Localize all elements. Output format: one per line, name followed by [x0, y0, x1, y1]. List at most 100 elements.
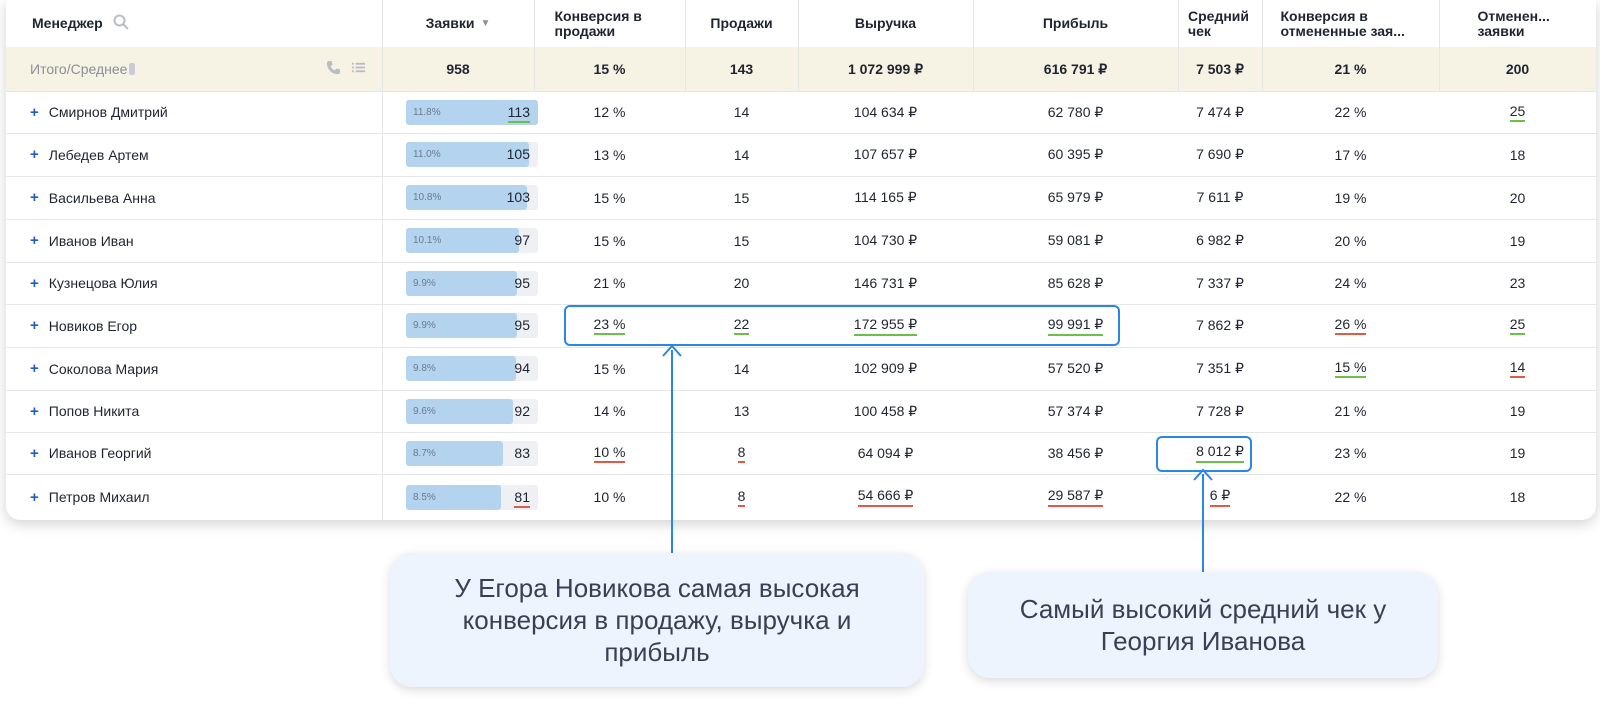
expand-plus-icon[interactable]: + — [30, 274, 39, 292]
phone-icon[interactable] — [326, 60, 341, 78]
expand-plus-icon[interactable]: + — [30, 402, 39, 420]
manager-name[interactable]: Васильева Анна — [48, 189, 156, 206]
profit-value: 59 081 ₽ — [1047, 232, 1104, 248]
conv-sales-cell: 13 % — [534, 133, 685, 176]
column-divider — [973, 0, 974, 91]
profit-cell: 65 979 ₽ — [973, 176, 1178, 219]
col-revenue-header[interactable]: Выручка — [798, 0, 973, 47]
totals-conv-sales: 15 % — [593, 61, 626, 77]
expand-plus-icon[interactable]: + — [30, 232, 39, 249]
col-conv-sales-header[interactable]: Конверсия в продажи — [534, 0, 685, 47]
requests-bar-fill — [406, 485, 501, 510]
sort-desc-icon[interactable]: ▼ — [480, 18, 491, 29]
callout-novikov: У Егора Новикова самая высокая конверсия… — [390, 553, 924, 687]
table-row[interactable]: + Васильева Анна 10.8% 103 15 % 15 114 165 ₽ 65… — [6, 176, 1596, 220]
manager-name[interactable]: Попов Никита — [48, 403, 140, 419]
scroll-handle[interactable] — [129, 63, 136, 75]
list-icon[interactable] — [351, 60, 366, 78]
expand-plus-icon[interactable]: + — [30, 488, 39, 506]
manager-cell: + Васильева Анна — [6, 176, 382, 219]
col-cancelled-header[interactable]: Отменен... заявки — [1439, 0, 1596, 47]
conv-sales-cell: 12 % — [534, 91, 685, 133]
conv-cancel-cell: 22 % — [1262, 91, 1439, 133]
requests-bar[interactable]: 11.8% 113 — [406, 100, 538, 125]
profit-cell: 85 628 ₽ — [973, 262, 1178, 304]
avg-check-value: 7 337 ₽ — [1196, 274, 1244, 291]
requests-share: 10.8% — [413, 192, 442, 203]
search-icon[interactable] — [113, 14, 129, 33]
requests-bar-fill — [406, 313, 517, 338]
expand-plus-icon[interactable]: + — [30, 360, 39, 377]
conv-cancel-value: 20 % — [1334, 232, 1367, 249]
manager-name[interactable]: Новиков Егор — [48, 317, 138, 334]
table-row[interactable]: + Петров Михаил 8.5% 81 10 % 8 54 666 ₽ 29 587 … — [6, 474, 1596, 520]
table-row[interactable]: + Иванов Георгий 8.7% 83 10 % 8 64 094 ₽ 38 456… — [6, 432, 1596, 475]
manager-name[interactable]: Лебедев Артем — [48, 146, 149, 163]
sales-cell: 14 — [685, 347, 798, 390]
manager-name[interactable]: Иванов Георгий — [48, 445, 152, 461]
col-requests-header[interactable]: Заявки ▼ — [382, 0, 534, 47]
col-avg-check-header[interactable]: Средний чек — [1178, 0, 1262, 47]
cancelled-value: 14 — [1509, 359, 1526, 378]
avg-check-cell: 8 012 ₽ — [1178, 432, 1262, 474]
requests-bar[interactable]: 9.9% 95 — [406, 271, 538, 296]
col-conv-cancel-header[interactable]: Конверсия в отмененные зая... — [1262, 0, 1439, 47]
cancelled-value: 18 — [1509, 489, 1526, 505]
manager-name[interactable]: Соколова Мария — [48, 360, 159, 377]
manager-name[interactable]: Кузнецова Юлия — [48, 275, 158, 291]
table-row[interactable]: + Соколова Мария 9.8% 94 15 % 14 102 909 ₽ 57 5… — [6, 347, 1596, 391]
manager-cell: + Петров Михаил — [6, 474, 382, 520]
table-row[interactable]: + Смирнов Дмитрий 11.8% 113 12 % 14 104 634 ₽ 6… — [6, 91, 1596, 134]
requests-bar[interactable]: 8.5% 81 — [406, 485, 538, 510]
revenue-cell: 172 955 ₽ — [798, 304, 973, 347]
table-row[interactable]: + Лебедев Артем 11.0% 105 13 % 14 107 657 ₽ 60 … — [6, 133, 1596, 177]
manager-name[interactable]: Смирнов Дмитрий — [48, 104, 168, 120]
cancelled-cell: 19 — [1439, 219, 1596, 262]
arrowhead-right-icon — [1193, 468, 1213, 481]
col-revenue-label: Выручка — [854, 15, 917, 31]
sales-value: 14 — [733, 360, 750, 377]
requests-bar[interactable]: 8.7% 83 — [406, 441, 538, 466]
col-manager-header[interactable]: Менеджер — [6, 0, 382, 47]
conv-sales-cell: 21 % — [534, 262, 685, 304]
conv-cancel-value: 21 % — [1334, 403, 1367, 419]
conv-sales-value: 15 % — [593, 232, 626, 249]
manager-name[interactable]: Иванов Иван — [48, 232, 134, 249]
conv-sales-value: 21 % — [593, 275, 626, 291]
profit-cell: 60 395 ₽ — [973, 133, 1178, 176]
manager-cell: + Смирнов Дмитрий — [6, 91, 382, 133]
totals-sales: 143 — [729, 61, 754, 77]
conv-cancel-cell: 17 % — [1262, 133, 1439, 176]
expand-plus-icon[interactable]: + — [30, 103, 39, 121]
manager-name[interactable]: Петров Михаил — [48, 489, 150, 505]
expand-plus-icon[interactable]: + — [30, 146, 39, 163]
conv-sales-cell: 15 % — [534, 347, 685, 390]
table-row[interactable]: + Попов Никита 9.6% 92 14 % 13 100 458 ₽ 57 374… — [6, 390, 1596, 433]
requests-share: 11.8% — [413, 107, 441, 118]
col-sales-header[interactable]: Продажи — [685, 0, 798, 47]
conv-cancel-cell: 21 % — [1262, 390, 1439, 432]
conv-cancel-value: 15 % — [1334, 359, 1367, 378]
table-row[interactable]: + Новиков Егор 9.9% 95 23 % 22 172 955 ₽ 99 991… — [6, 304, 1596, 348]
table-row[interactable]: + Иванов Иван 10.1% 97 15 % 15 104 730 ₽ 59 081… — [6, 219, 1596, 263]
totals-requests: 958 — [446, 61, 470, 77]
profit-value: 99 991 ₽ — [1047, 316, 1104, 336]
highlight-novikov-box — [564, 305, 1120, 346]
table-row[interactable]: + Кузнецова Юлия 9.9% 95 21 % 20 146 731 ₽ 85 6… — [6, 262, 1596, 305]
requests-bar[interactable]: 9.8% 94 — [406, 356, 538, 381]
expand-plus-icon[interactable]: + — [30, 444, 39, 462]
expand-plus-icon[interactable]: + — [30, 189, 39, 206]
requests-bar[interactable]: 9.6% 92 — [406, 399, 538, 424]
requests-share: 9.6% — [413, 406, 436, 417]
requests-bar[interactable]: 9.9% 95 — [406, 313, 538, 338]
requests-bar[interactable]: 11.0% 105 — [406, 142, 538, 167]
expand-plus-icon[interactable]: + — [30, 317, 39, 334]
conv-sales-value: 23 % — [593, 316, 626, 335]
requests-bar[interactable]: 10.1% 97 — [406, 228, 538, 253]
conv-cancel-cell: 23 % — [1262, 432, 1439, 474]
col-profit-header[interactable]: Прибыль — [973, 0, 1178, 47]
avg-check-cell: 7 474 ₽ — [1178, 91, 1262, 133]
requests-bar[interactable]: 10.8% 103 — [406, 185, 538, 210]
sales-cell: 8 — [685, 432, 798, 474]
revenue-cell: 100 458 ₽ — [798, 390, 973, 432]
